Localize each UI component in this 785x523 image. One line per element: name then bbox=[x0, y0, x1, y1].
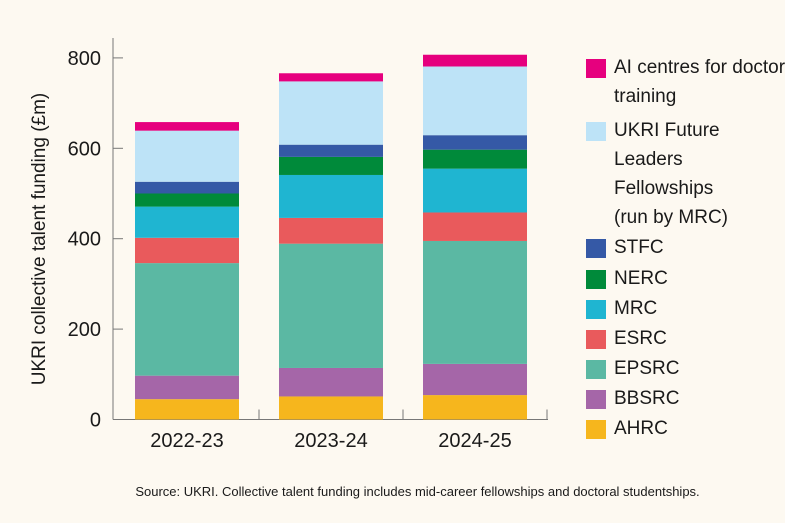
legend-item: EPSRC bbox=[586, 358, 785, 383]
legend-label: NERC bbox=[614, 268, 668, 289]
legend-label: EPSRC bbox=[614, 358, 680, 379]
legend-swatch bbox=[586, 122, 606, 141]
legend-label: AI centres for doctoral training bbox=[614, 57, 785, 107]
bar-segment-epsrc bbox=[423, 240, 527, 364]
legend-swatch bbox=[586, 300, 606, 319]
legend-label: MRC bbox=[614, 298, 658, 319]
legend-item: ESRC bbox=[586, 328, 785, 353]
x-tick-label: 2023-24 bbox=[294, 430, 367, 452]
x-tick-label: 2024-25 bbox=[438, 430, 511, 452]
bar-segment-ukri bbox=[135, 130, 239, 182]
x-tick-label: 2022-23 bbox=[150, 430, 223, 452]
bar-segment-ahrc bbox=[279, 396, 383, 420]
bar-segment-stfc bbox=[423, 135, 527, 150]
y-tick-label: 800 bbox=[68, 48, 101, 70]
legend-item: NERC bbox=[586, 268, 785, 293]
bar-segment-bbsrc bbox=[423, 363, 527, 396]
legend-label: AHRC bbox=[614, 418, 668, 439]
bar-segment-ukri bbox=[279, 81, 383, 145]
bar-segment-esrc bbox=[423, 212, 527, 241]
legend-label: ESRC bbox=[614, 328, 667, 349]
bar-segment-ai bbox=[279, 73, 383, 82]
bar-segment-mrc bbox=[279, 174, 383, 218]
legend-label: UKRI Future Leaders Fellowships (run by … bbox=[614, 120, 729, 228]
source-note: Source: UKRI. Collective talent funding … bbox=[135, 484, 700, 499]
bar-segment-ai bbox=[135, 122, 239, 131]
bar-segment-mrc bbox=[423, 168, 527, 213]
legend-label: STFC bbox=[614, 237, 664, 258]
legend-item: BBSRC bbox=[586, 388, 785, 413]
bar-segment-ukri bbox=[423, 66, 527, 136]
legend-swatch bbox=[586, 360, 606, 379]
bar-segment-esrc bbox=[279, 217, 383, 244]
bar-segment-stfc bbox=[135, 181, 239, 194]
legend-item: STFC bbox=[586, 237, 785, 262]
y-axis-title: UKRI collective talent funding (£m) bbox=[29, 92, 50, 386]
legend-item: AHRC bbox=[586, 418, 785, 443]
legend-swatch bbox=[586, 270, 606, 289]
bar-segment-esrc bbox=[135, 237, 239, 264]
bar-segment-mrc bbox=[135, 206, 239, 238]
legend-item: MRC bbox=[586, 298, 785, 323]
bar-segment-ai bbox=[423, 54, 527, 67]
legend-swatch bbox=[586, 390, 606, 409]
bar-segment-bbsrc bbox=[135, 375, 239, 400]
bar-segment-nerc bbox=[423, 149, 527, 169]
legend-item: UKRI Future Leaders Fellowships (run by … bbox=[586, 120, 744, 232]
y-tick-label: 0 bbox=[90, 410, 101, 432]
bar-segment-ahrc bbox=[423, 395, 527, 420]
bar-segment-bbsrc bbox=[279, 367, 383, 397]
bar-segment-epsrc bbox=[279, 243, 383, 368]
legend-item: AI centres for doctoral training bbox=[586, 57, 785, 111]
bar-segment-nerc bbox=[135, 193, 239, 207]
legend-swatch bbox=[586, 330, 606, 349]
y-tick-label: 600 bbox=[68, 138, 101, 160]
legend-swatch bbox=[586, 420, 606, 439]
bar-segment-nerc bbox=[279, 156, 383, 175]
y-tick-label: 400 bbox=[68, 229, 101, 251]
y-tick-label: 200 bbox=[68, 319, 101, 341]
bar-segment-epsrc bbox=[135, 263, 239, 376]
legend-swatch bbox=[586, 59, 606, 78]
legend-label: BBSRC bbox=[614, 388, 680, 409]
bar-segment-stfc bbox=[279, 144, 383, 157]
bar-segment-ahrc bbox=[135, 399, 239, 420]
legend-swatch bbox=[586, 239, 606, 258]
